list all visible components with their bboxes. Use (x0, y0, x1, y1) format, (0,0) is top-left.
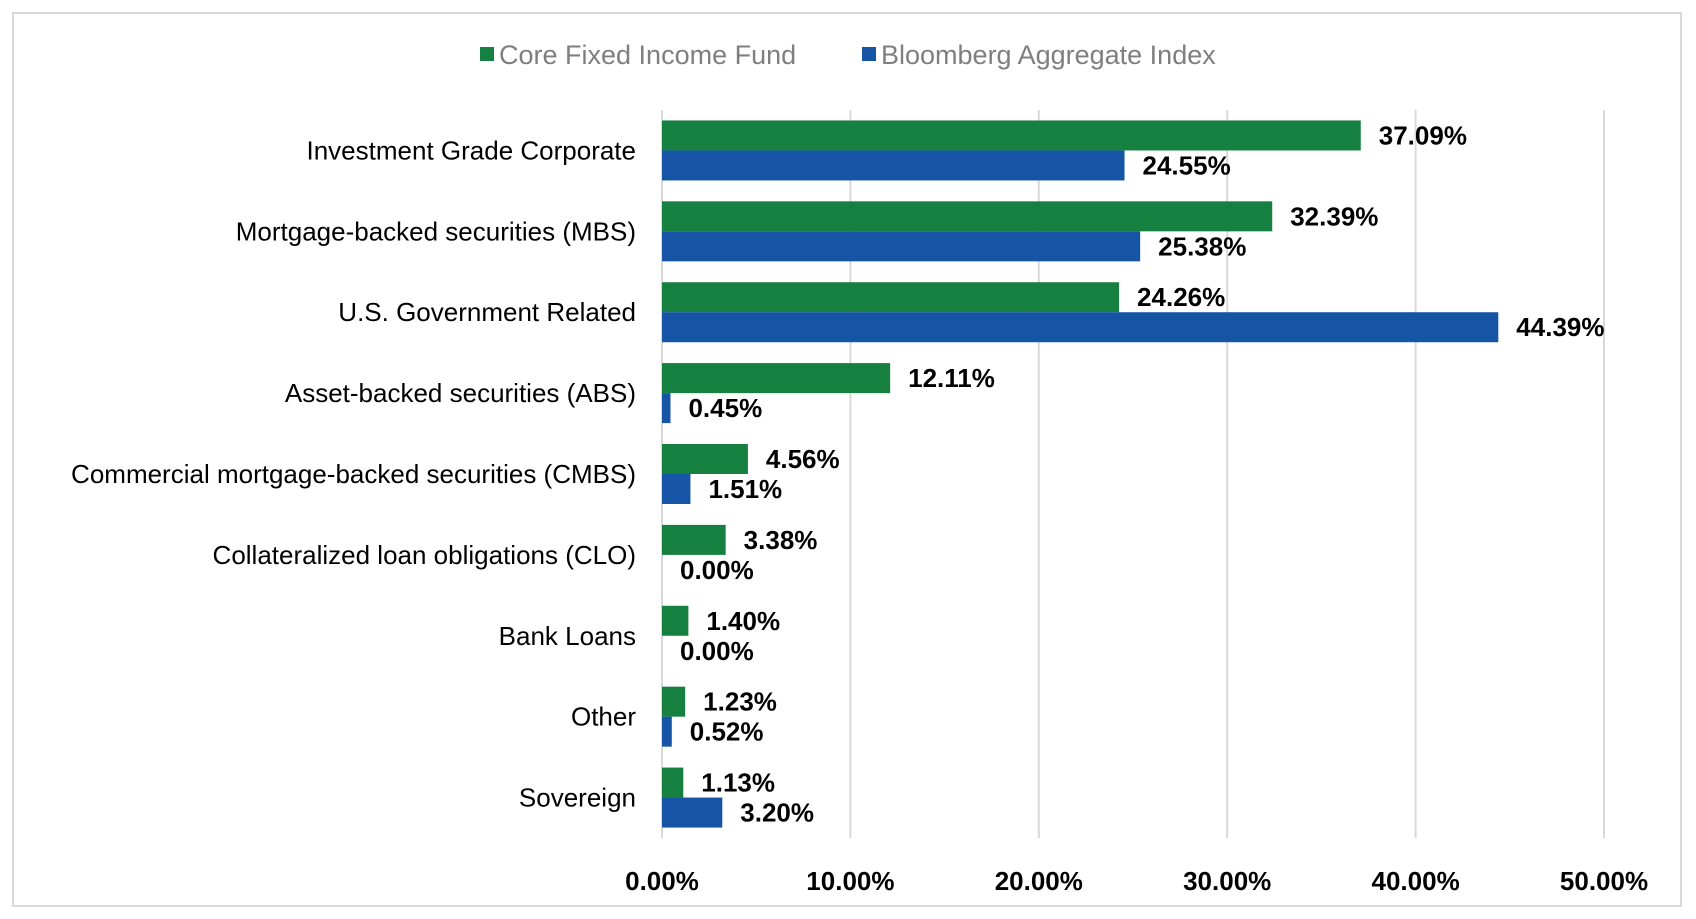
bar (662, 312, 1499, 343)
category-label: Collateralized loan obligations (CLO) (213, 540, 636, 570)
chart-frame (12, 12, 1682, 907)
bars (662, 120, 1499, 828)
category-label: U.S. Government Related (338, 297, 636, 327)
bar (662, 363, 891, 394)
bar (662, 444, 748, 474)
x-tick-label: 40.00% (1372, 866, 1460, 896)
data-label: 0.00% (680, 555, 754, 585)
data-label: 4.56% (766, 444, 840, 474)
legend-swatch (480, 47, 494, 61)
data-label: 1.13% (701, 768, 775, 798)
data-label: 1.40% (706, 606, 780, 636)
x-tick-label: 20.00% (995, 866, 1083, 896)
bar (662, 767, 684, 798)
x-tick-label: 10.00% (806, 866, 894, 896)
bar (662, 201, 1273, 232)
bar (662, 797, 723, 828)
data-label: 12.11% (908, 363, 995, 393)
bar (662, 686, 686, 717)
category-label: Investment Grade Corporate (307, 135, 637, 165)
bar (662, 716, 672, 747)
bar (662, 231, 1141, 262)
data-label: 0.00% (680, 636, 754, 666)
data-label: 1.51% (708, 474, 782, 504)
bar (662, 474, 691, 504)
data-label: 44.39% (1516, 312, 1604, 342)
data-label: 1.23% (703, 687, 777, 717)
category-label: Bank Loans (499, 621, 636, 651)
legend: Core Fixed Income Fund Bloomberg Aggregat… (480, 40, 1216, 70)
x-tick-label: 30.00% (1183, 866, 1271, 896)
category-label: Commercial mortgage-backed securities (C… (71, 459, 636, 489)
category-label: Sovereign (519, 783, 636, 813)
data-label: 32.39% (1290, 201, 1378, 231)
legend-entry: Core Fixed Income Fund (499, 40, 796, 70)
x-tick-label: 50.00% (1560, 866, 1648, 896)
bar (662, 282, 1120, 313)
bar (662, 120, 1361, 151)
data-label: 37.09% (1379, 120, 1467, 150)
data-label: 0.52% (690, 717, 764, 747)
bar (662, 150, 1125, 181)
data-label: 24.55% (1143, 150, 1231, 180)
bar (662, 524, 726, 555)
bar (662, 393, 671, 424)
x-tick-label: 0.00% (625, 866, 699, 896)
legend-entry: Bloomberg Aggregate Index (881, 40, 1216, 70)
labels: 0.00% 10.00% 20.00% 30.00% 40.00% 50.00% Inves… (71, 120, 1648, 896)
legend-swatch (862, 47, 876, 61)
data-label: 3.20% (740, 798, 814, 828)
data-label: 0.45% (688, 393, 762, 423)
data-label: 25.38% (1158, 231, 1246, 261)
data-label: 3.38% (744, 525, 818, 555)
category-label: Mortgage-backed securities (MBS) (236, 216, 636, 246)
bar (662, 605, 689, 636)
data-label: 24.26% (1137, 282, 1225, 312)
category-label: Other (571, 702, 636, 732)
category-label: Asset-backed securities (ABS) (285, 378, 636, 408)
